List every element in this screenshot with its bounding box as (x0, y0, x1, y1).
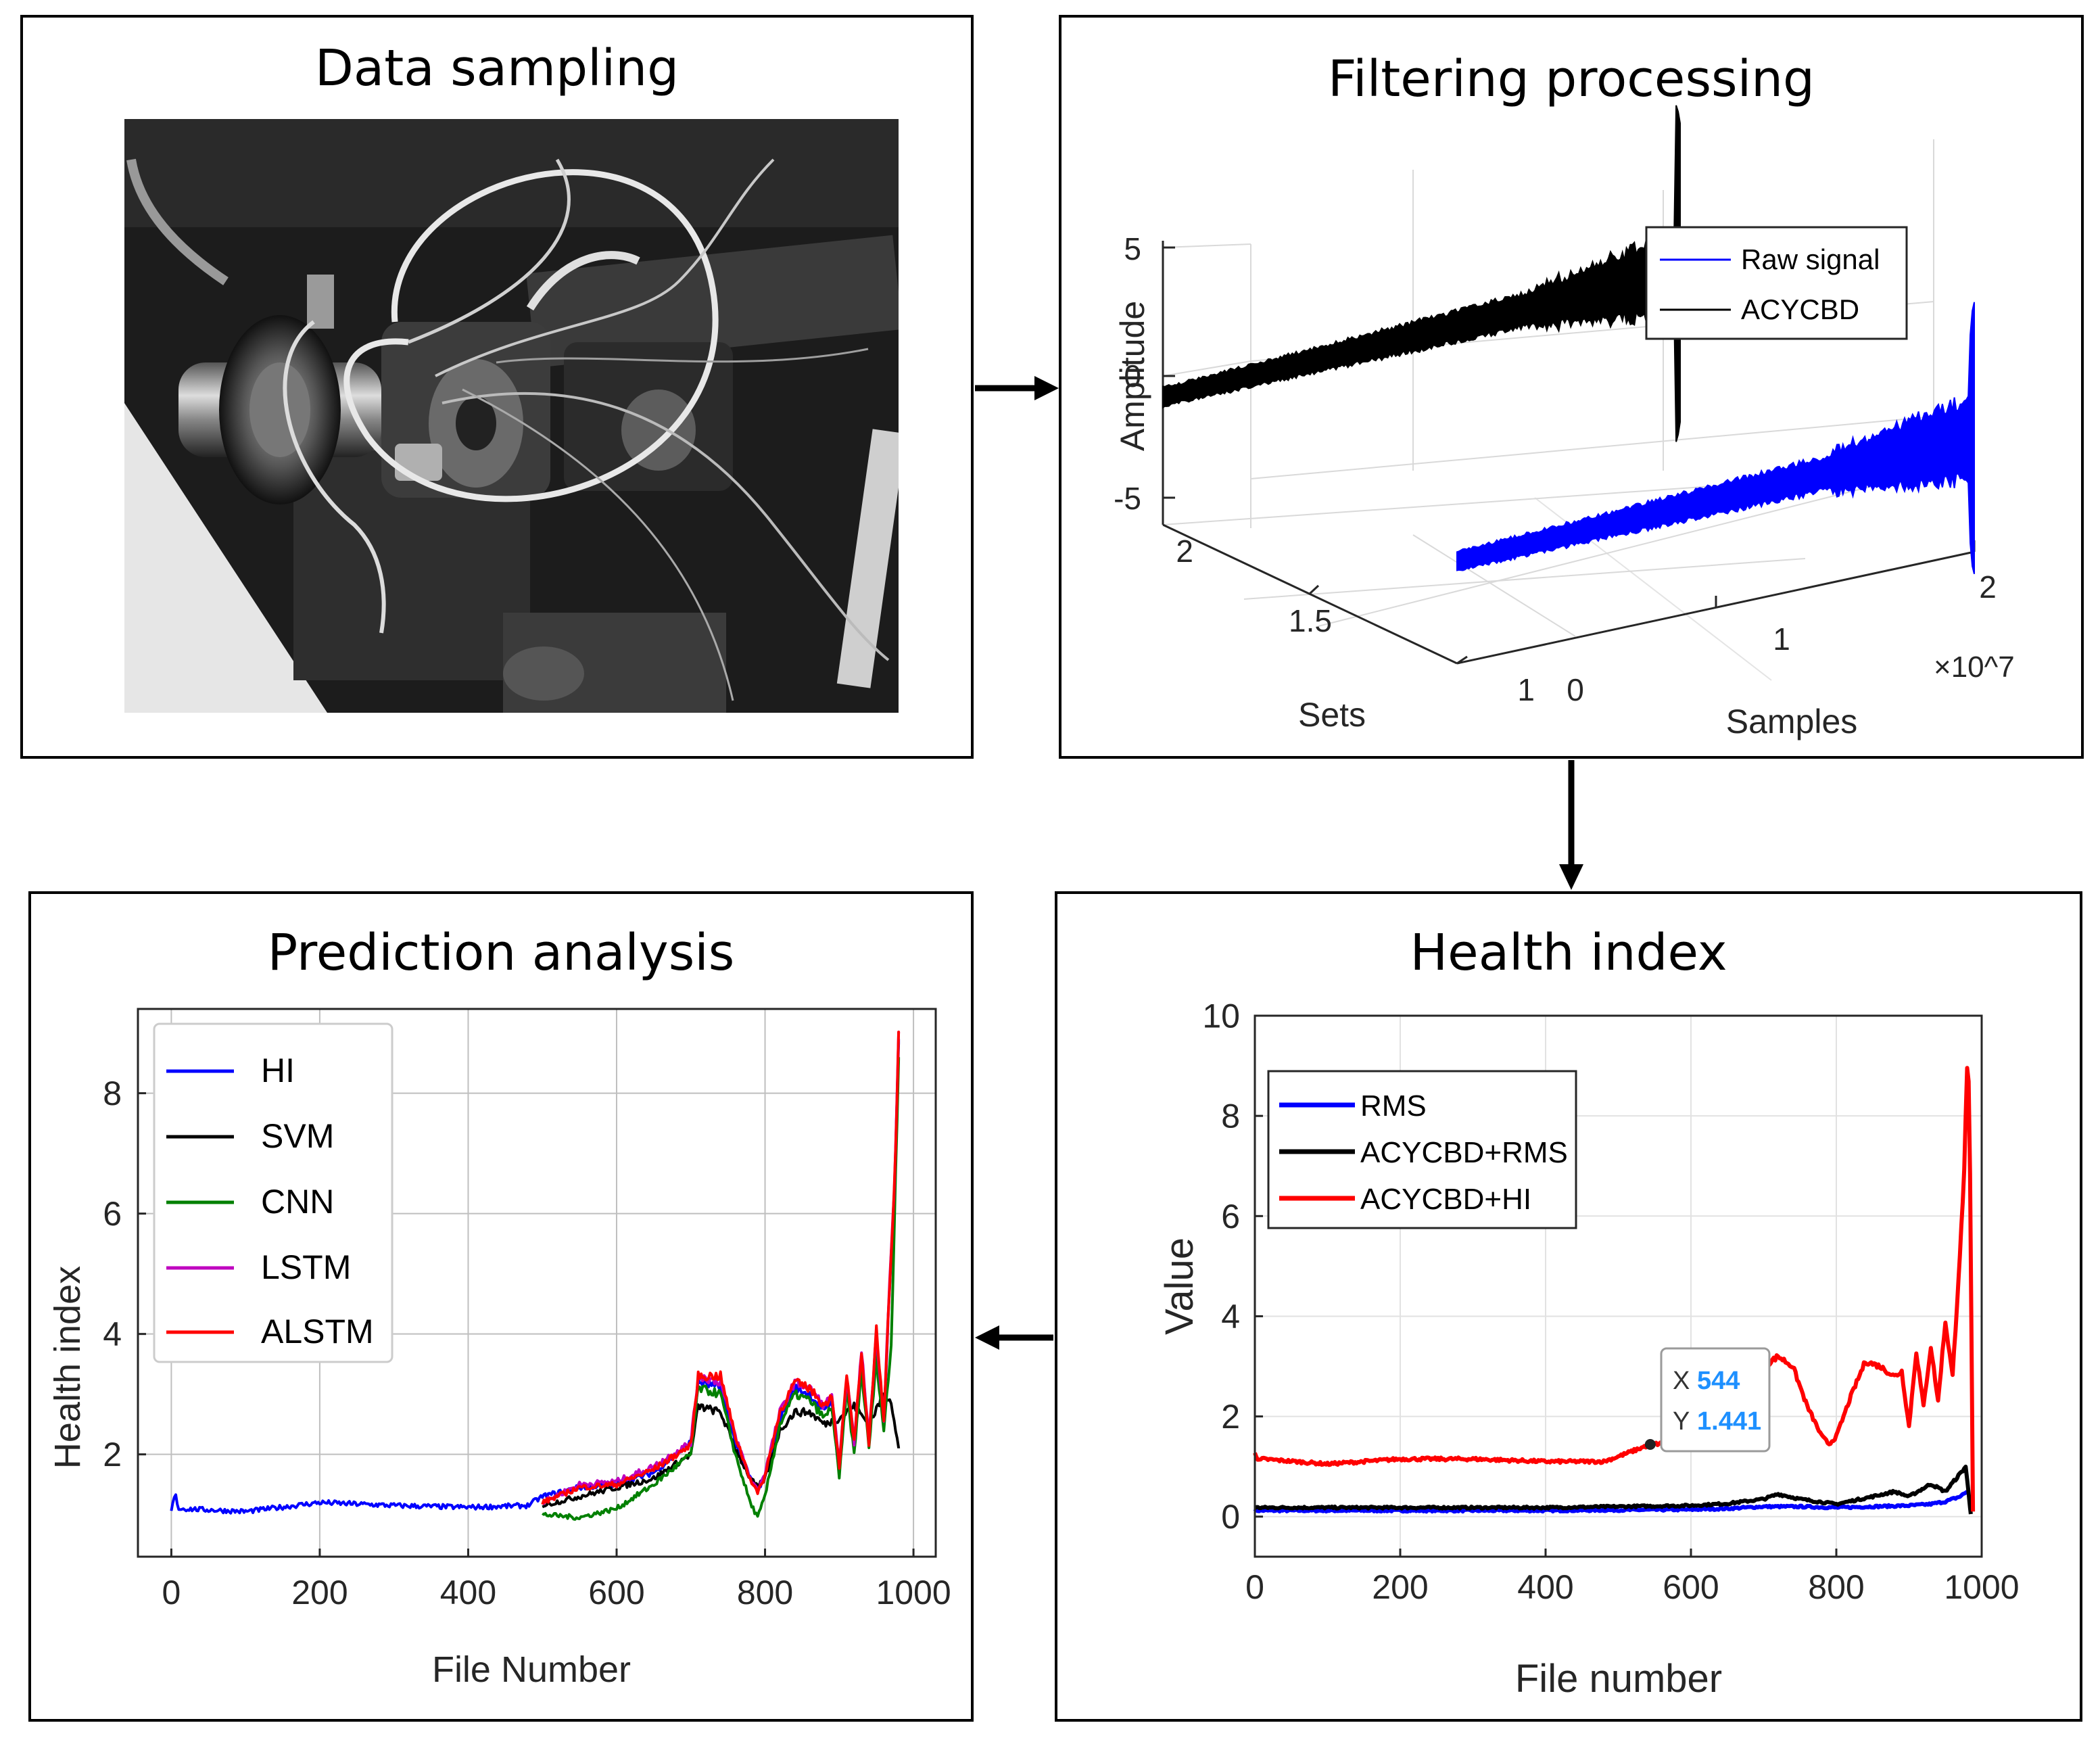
hi-y-label: Value (1158, 1238, 1201, 1335)
health-index-panel: Health index 0 200 400 600 800 1000 0 2 4 6 8 10 Fi… (1055, 891, 2082, 1722)
hi-legend: RMS ACYCBD+RMS ACYCBD+HI (1267, 1070, 1577, 1229)
x-tick: 0 (1245, 1568, 1264, 1606)
acycbd-series (1162, 105, 1681, 442)
x-tick: 600 (1663, 1568, 1719, 1606)
z-tick-0: 0 (1124, 358, 1141, 394)
datatip-y-value: 1.441 (1697, 1407, 1761, 1436)
filtering-panel: Filtering processing (1059, 15, 2084, 759)
x-tick: 400 (440, 1574, 496, 1611)
series-line-lstm (542, 1031, 901, 1505)
z-tick-5: 5 (1124, 231, 1141, 266)
pr-y-label: Health index (47, 1266, 88, 1469)
y-tick: 8 (103, 1075, 122, 1112)
y-tick-2: 2 (1176, 534, 1193, 569)
y-tick: 2 (103, 1436, 122, 1474)
x-tick-0: 0 (1567, 672, 1584, 707)
y-tick-15: 1.5 (1289, 603, 1332, 638)
pr-legend: HI SVM CNN LSTM ALSTM (153, 1022, 393, 1363)
x-tick-2: 2 (1979, 569, 1997, 605)
series-line-rms (1253, 1490, 1969, 1514)
x-tick: 800 (1808, 1568, 1864, 1606)
x-tick: 400 (1517, 1568, 1573, 1606)
raw-signal-series (1456, 302, 1975, 575)
legend-raw-signal: Raw signal (1741, 243, 1880, 275)
prediction-title: Prediction analysis (267, 924, 735, 982)
prediction-panel: Prediction analysis 0 200 400 600 800 1000 2 4 6… (28, 891, 974, 1722)
arrow-head-1 (1034, 376, 1059, 400)
legend-acycbd: ACYCBD (1741, 293, 1859, 325)
y-tick: 6 (103, 1195, 122, 1233)
y-axis-label: Sets (1298, 696, 1366, 734)
y-tick: 6 (1221, 1198, 1240, 1235)
series-line-acycbd-hi (1253, 1066, 1976, 1513)
prediction-chart: 0 200 400 600 800 1000 2 4 6 8 File Number Health… (47, 1008, 951, 1690)
arrow-head-3 (975, 1325, 999, 1350)
x-tick-1: 1 (1773, 621, 1790, 657)
x-tick: 200 (1372, 1568, 1428, 1606)
x-tick: 1000 (876, 1574, 951, 1611)
filtering-3d-chart: 5 0 -5 Amplitude 2 1.5 1 Sets 0 1 2 ×10^… (1114, 105, 2015, 740)
datatip-y-label: Y (1673, 1407, 1690, 1436)
legend-svm: SVM (261, 1117, 334, 1155)
arrow-head-2 (1559, 864, 1583, 890)
datatip-x-value: 544 (1697, 1367, 1740, 1395)
test-rig-photo (124, 119, 899, 713)
legend-hi: HI (261, 1052, 295, 1089)
x-tick: 0 (162, 1574, 181, 1611)
x-exponent: ×10^7 (1934, 651, 2015, 684)
z-axis-label: Amplitude (1114, 301, 1151, 451)
pr-x-label: File Number (432, 1649, 631, 1690)
x-axis-label: Samples (1726, 703, 1858, 740)
y-tick: 8 (1221, 1098, 1240, 1135)
legend-lstm: LSTM (261, 1248, 351, 1286)
x-tick: 600 (588, 1574, 644, 1611)
x-tick: 1000 (1944, 1568, 2019, 1606)
y-tick: 2 (1221, 1398, 1240, 1436)
y-tick: 4 (103, 1315, 122, 1353)
prediction-plot-frame (137, 1008, 937, 1558)
series-line-svm (542, 1392, 901, 1509)
datatip-marker (1644, 1439, 1656, 1450)
legend-acycbd-rms: ACYCBD+RMS (1360, 1136, 1568, 1169)
series-line-alstm (541, 1031, 901, 1505)
legend-rms: RMS (1360, 1089, 1427, 1123)
x-tick: 200 (291, 1574, 348, 1611)
y-tick: 4 (1221, 1298, 1240, 1336)
legend-cnn: CNN (261, 1183, 334, 1221)
y-tick: 10 (1202, 997, 1240, 1035)
filtering-title: Filtering processing (1327, 50, 1815, 108)
data-sampling-panel: Data sampling (20, 15, 974, 759)
datatip[interactable]: X 544 Y 1.441 (1644, 1347, 1771, 1453)
legend-alstm: ALSTM (261, 1313, 374, 1350)
y-tick: 0 (1221, 1498, 1240, 1536)
datatip-x-label: X (1673, 1367, 1690, 1395)
z-tick-m5: -5 (1114, 481, 1141, 516)
x-tick: 800 (737, 1574, 793, 1611)
hi-x-label: File number (1515, 1657, 1722, 1701)
health-index-title: Health index (1410, 924, 1727, 982)
data-sampling-title: Data sampling (314, 39, 679, 97)
filtering-legend: Raw signal ACYCBD (1645, 226, 1908, 340)
health-index-chart: 0 200 400 600 800 1000 0 2 4 6 8 10 File number Val… (1158, 997, 2020, 1701)
legend-acycbd-hi: ACYCBD+HI (1360, 1183, 1531, 1216)
y-tick-1: 1 (1517, 672, 1535, 707)
series-line-acycbd-rms (1254, 1464, 1973, 1515)
series-line-cnn (542, 1057, 901, 1521)
